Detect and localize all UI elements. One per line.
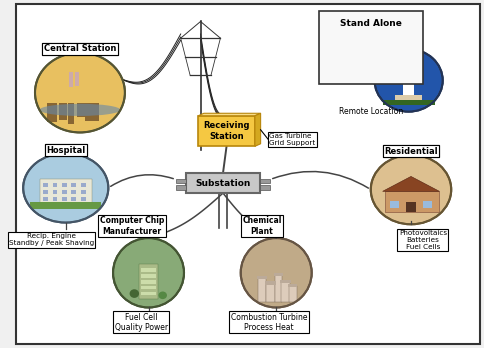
Bar (75, 72, 78, 86)
Bar (141, 268, 155, 272)
Ellipse shape (113, 238, 183, 307)
Ellipse shape (370, 155, 450, 224)
Bar (257, 277, 265, 302)
Ellipse shape (375, 50, 440, 111)
Bar (30, 203, 101, 209)
Text: Combustion Turbine
Process Heat: Combustion Turbine Process Heat (230, 313, 307, 332)
Ellipse shape (240, 238, 311, 307)
Bar (52, 183, 57, 187)
Text: Central Station: Central Station (44, 44, 116, 53)
Bar (81, 190, 86, 194)
Ellipse shape (374, 49, 442, 112)
Bar (406, 202, 415, 212)
Bar (68, 103, 74, 124)
Ellipse shape (242, 239, 310, 307)
Text: Recip. Engine
Standby / Peak Shaving: Recip. Engine Standby / Peak Shaving (9, 234, 94, 246)
Text: Gas Turbine
Grid Support: Gas Turbine Grid Support (269, 133, 315, 146)
Ellipse shape (24, 154, 107, 222)
Bar (43, 190, 48, 194)
Bar (176, 185, 186, 190)
Bar (141, 286, 155, 290)
Polygon shape (255, 113, 260, 146)
Text: Hospital: Hospital (46, 146, 85, 155)
Bar (402, 70, 413, 101)
Bar (47, 103, 57, 122)
Bar (141, 274, 155, 278)
FancyBboxPatch shape (186, 173, 259, 193)
Bar (81, 183, 86, 187)
Bar (259, 185, 270, 190)
Bar (52, 190, 57, 194)
Bar (266, 283, 274, 302)
Bar (62, 183, 67, 187)
Text: Remote Location: Remote Location (338, 107, 402, 116)
Bar (43, 197, 48, 201)
Text: Central Station: Central Station (44, 44, 116, 53)
Text: Residential: Residential (383, 147, 437, 156)
Ellipse shape (114, 239, 182, 307)
Bar (62, 190, 67, 194)
Bar (141, 280, 155, 284)
Bar (265, 282, 275, 285)
Bar (401, 65, 414, 71)
Ellipse shape (35, 53, 124, 132)
Bar (71, 197, 76, 201)
Bar (69, 72, 73, 87)
Text: Receiving
Station: Receiving Station (203, 121, 249, 141)
Text: Residential: Residential (383, 147, 437, 156)
FancyBboxPatch shape (198, 116, 255, 146)
Text: Chemical
Plant: Chemical Plant (242, 216, 281, 236)
Bar (280, 282, 290, 302)
Ellipse shape (158, 292, 166, 299)
Ellipse shape (23, 153, 108, 222)
Bar (71, 190, 76, 194)
Bar (85, 103, 99, 121)
Bar (40, 179, 91, 204)
Polygon shape (382, 176, 439, 191)
Bar (176, 179, 186, 183)
Bar (318, 11, 422, 84)
Text: Computer Chip
Manufacturer: Computer Chip Manufacturer (100, 216, 164, 236)
Text: Stand Alone: Stand Alone (339, 19, 401, 28)
Bar (279, 280, 291, 283)
Bar (275, 275, 281, 302)
Bar (257, 276, 266, 279)
Bar (71, 183, 76, 187)
Bar (76, 103, 86, 117)
Bar (389, 201, 398, 208)
Bar (141, 292, 155, 295)
Polygon shape (198, 113, 260, 116)
Bar (274, 273, 282, 276)
Bar (384, 191, 439, 212)
Ellipse shape (39, 104, 120, 116)
Ellipse shape (371, 156, 449, 223)
Ellipse shape (36, 54, 123, 132)
Bar (59, 103, 67, 120)
Bar (139, 264, 158, 299)
Bar (382, 100, 434, 105)
Text: Photovoltaics
Batteries
Fuel Cells: Photovoltaics Batteries Fuel Cells (398, 230, 446, 250)
Polygon shape (400, 60, 415, 65)
Bar (62, 197, 67, 201)
Text: Substation: Substation (195, 179, 250, 188)
Text: Fuel Cell
Quality Power: Fuel Cell Quality Power (115, 313, 167, 332)
Bar (259, 179, 270, 183)
Ellipse shape (129, 289, 139, 298)
Bar (287, 284, 297, 287)
Text: Hospital: Hospital (46, 146, 85, 155)
Bar (402, 79, 413, 84)
Bar (52, 197, 57, 201)
Bar (288, 286, 296, 302)
Bar (81, 197, 86, 201)
Bar (394, 95, 421, 104)
Bar (43, 183, 48, 187)
Bar (422, 201, 431, 208)
